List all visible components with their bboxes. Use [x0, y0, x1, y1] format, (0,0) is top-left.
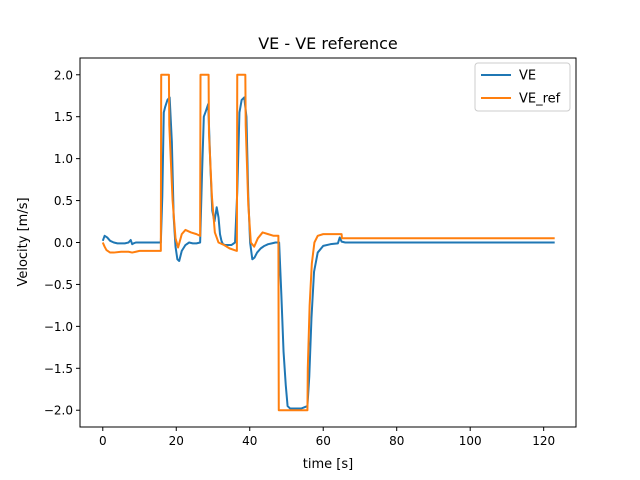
plot-area: [101, 73, 555, 412]
y-tick-label: −2.0: [44, 404, 73, 418]
y-tick-label: −0.5: [44, 278, 73, 292]
x-axis-label: time [s]: [303, 457, 353, 472]
legend: VE VE_ref: [474, 62, 571, 112]
y-tick-label: 2.0: [54, 68, 73, 82]
x-tick-label: 100: [459, 434, 482, 448]
axes-frame: [79, 57, 577, 428]
axis-ticks: 0 20 40 60 80 100 120 2.0 1.5 1.0 0.5 0.0 −0.5 −1.0 −1…: [44, 68, 555, 448]
y-tick-label: 0.5: [54, 194, 73, 208]
x-tick-label: 40: [242, 434, 257, 448]
y-tick-label: −1.5: [44, 362, 73, 376]
x-tick-label: 120: [532, 434, 555, 448]
series-line-ve-ref: [101, 73, 555, 412]
x-tick-label: 20: [169, 434, 184, 448]
legend-label-ve-ref: VE_ref: [519, 92, 561, 107]
y-tick-label: 1.0: [54, 152, 73, 166]
y-tick-label: −1.0: [44, 320, 73, 334]
x-tick-label: 0: [99, 434, 107, 448]
chart-title: VE - VE reference: [258, 34, 398, 53]
y-tick-label: 0.0: [54, 236, 73, 250]
legend-label-ve: VE: [519, 69, 536, 84]
y-tick-label: 1.5: [54, 110, 73, 124]
y-axis-label: Velocity [m/s]: [16, 197, 31, 286]
x-tick-label: 80: [389, 434, 404, 448]
x-tick-label: 60: [316, 434, 331, 448]
